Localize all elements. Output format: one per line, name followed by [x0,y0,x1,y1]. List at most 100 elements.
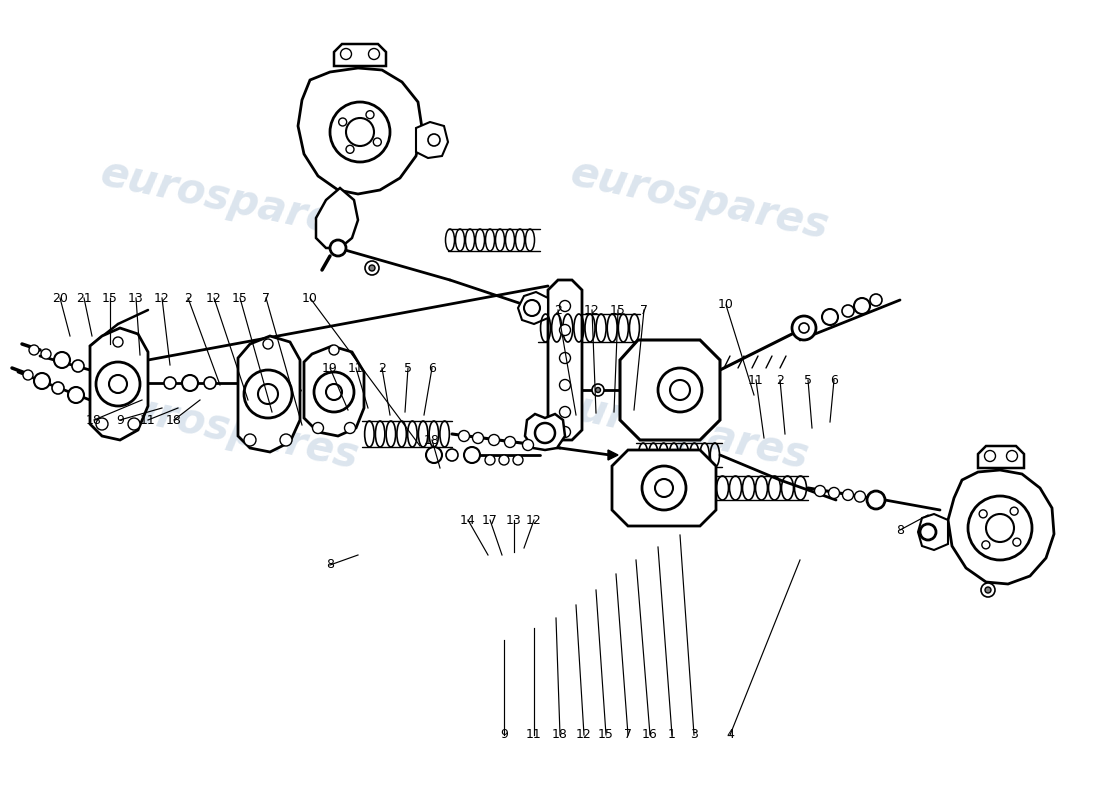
Text: 11: 11 [348,362,364,374]
Circle shape [473,433,484,443]
Circle shape [109,375,126,393]
Polygon shape [948,470,1054,584]
Circle shape [368,265,375,271]
Text: 15: 15 [232,291,248,305]
Circle shape [326,384,342,400]
Circle shape [72,360,84,372]
Circle shape [96,362,140,406]
Text: 19: 19 [322,362,338,374]
Text: 12: 12 [584,303,600,317]
Polygon shape [416,122,448,158]
Text: 9: 9 [117,414,124,426]
Circle shape [280,434,292,446]
Circle shape [329,345,339,355]
Polygon shape [548,280,582,440]
Circle shape [244,370,292,418]
Circle shape [365,261,380,275]
Circle shape [346,146,354,154]
Text: 11: 11 [526,729,542,742]
Circle shape [339,118,346,126]
Polygon shape [525,414,565,450]
Circle shape [505,437,516,447]
Circle shape [822,309,838,325]
Circle shape [344,422,355,434]
Circle shape [642,466,686,510]
Circle shape [979,510,987,518]
Polygon shape [298,68,422,194]
Text: 13: 13 [506,514,521,526]
Text: 12: 12 [526,514,542,526]
Circle shape [428,134,440,146]
Text: 9: 9 [500,729,508,742]
Text: 2: 2 [184,291,191,305]
Polygon shape [978,446,1024,468]
Text: 10: 10 [718,298,734,311]
Circle shape [54,352,70,368]
Circle shape [346,118,374,146]
Circle shape [29,345,38,355]
Text: 21: 21 [76,291,92,305]
Circle shape [920,524,936,540]
Circle shape [843,490,854,501]
Circle shape [34,373,50,389]
Text: 5: 5 [404,362,412,374]
Text: eurospares: eurospares [547,382,813,478]
Circle shape [560,353,571,363]
Circle shape [986,514,1014,542]
Text: 8: 8 [896,523,904,537]
Circle shape [164,377,176,389]
Text: 15: 15 [102,291,118,305]
Circle shape [828,487,839,498]
Circle shape [984,587,991,593]
Circle shape [814,486,825,497]
Text: eurospares: eurospares [97,152,363,248]
Circle shape [870,294,882,306]
Text: 14: 14 [460,514,476,526]
Text: 2: 2 [777,374,784,386]
Text: 6: 6 [428,362,436,374]
Circle shape [658,368,702,412]
Circle shape [373,138,382,146]
Text: 10: 10 [302,291,318,305]
Circle shape [535,423,556,443]
Text: 7: 7 [640,303,648,317]
Text: eurospares: eurospares [97,382,363,478]
Circle shape [984,450,996,462]
Text: 6: 6 [830,374,838,386]
Circle shape [244,434,256,446]
Text: 17: 17 [482,514,498,526]
Polygon shape [620,340,721,440]
Circle shape [52,382,64,394]
Text: 13: 13 [128,291,144,305]
Circle shape [670,380,690,400]
Text: 12: 12 [576,729,592,742]
Circle shape [867,491,886,509]
Text: 18: 18 [86,414,102,426]
Circle shape [592,384,604,396]
Polygon shape [608,450,618,460]
Polygon shape [518,292,548,324]
Text: 18: 18 [425,434,440,446]
Circle shape [1006,450,1018,462]
Circle shape [446,449,458,461]
Circle shape [842,305,854,317]
Text: 2: 2 [378,362,386,374]
Text: 4: 4 [726,729,734,742]
Text: 2: 2 [554,303,562,317]
Circle shape [981,583,996,597]
Text: 18: 18 [552,729,568,742]
Text: 5: 5 [804,374,812,386]
Text: 3: 3 [690,729,697,742]
Text: 20: 20 [52,291,68,305]
Circle shape [23,370,33,380]
Circle shape [426,447,442,463]
Polygon shape [238,336,300,452]
Circle shape [330,240,346,256]
Circle shape [366,110,374,118]
Text: 7: 7 [262,291,270,305]
Circle shape [459,430,470,442]
Circle shape [968,496,1032,560]
Circle shape [1010,507,1019,515]
Circle shape [560,406,571,418]
Circle shape [258,384,278,404]
